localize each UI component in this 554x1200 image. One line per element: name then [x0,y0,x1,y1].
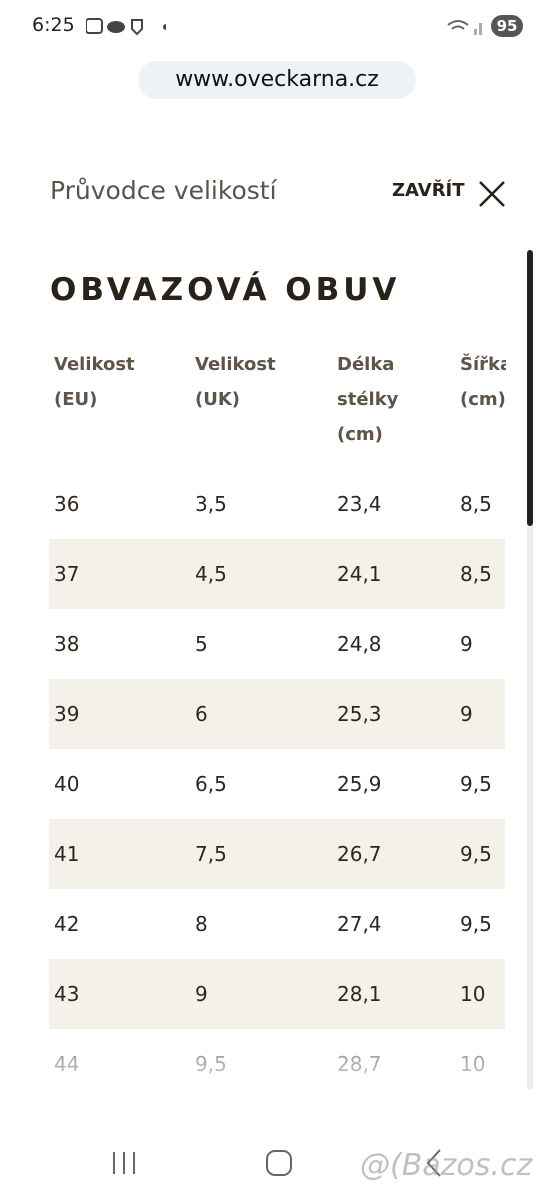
cell: 9,5 [460,772,492,796]
cell: 5 [195,632,208,656]
cell: 43 [54,982,80,1006]
cell: 27,4 [337,912,382,936]
cell: 28,1 [337,982,382,1006]
cell: 36 [54,492,80,516]
close-label[interactable]: ZAVŘÍT [392,180,465,201]
cell: 23,4 [337,492,382,516]
cell: 9 [195,982,208,1006]
modal-title: Průvodce velikostí [50,176,277,205]
cell: 25,3 [337,702,382,726]
row-stripe [49,819,505,889]
signal-icons [446,17,486,41]
section-title: OBVAZOVÁ OBUV [50,272,401,308]
cell: 25,9 [337,772,382,796]
cell: 42 [54,912,80,936]
cell: 3,5 [195,492,227,516]
watermark: @(Bazos.cz [360,1148,533,1183]
cell: 7,5 [195,842,227,866]
cell: 6 [195,702,208,726]
cell: 10 [460,982,486,1006]
nav-bar [113,1149,441,1177]
row-stripe [49,679,505,749]
cell: 8 [195,912,208,936]
watermark-text: Bazos.cz [401,1148,533,1183]
cell: 40 [54,772,80,796]
cell: 41 [54,842,80,866]
cell: 6,5 [195,772,227,796]
column-header: Délka stélky (cm) [337,354,399,445]
close-icon[interactable] [478,180,506,208]
column-header: Velikost (EU) [54,354,135,410]
cell: 4,5 [195,562,227,586]
cell: 9 [460,702,473,726]
row-stripe [49,539,505,609]
cell: 37 [54,562,80,586]
fade [0,1040,520,1100]
battery: 95 [491,15,523,37]
cell: 24,1 [337,562,382,586]
cell: 9,5 [460,912,492,936]
cell: 9 [460,632,473,656]
cell: 39 [54,702,80,726]
status-icons [85,18,169,36]
cell: 8,5 [460,492,492,516]
cell: 8,5 [460,562,492,586]
scroll-track [527,250,533,1090]
url-bar[interactable]: www.oveckarna.cz [138,61,416,99]
cell: 9,5 [460,842,492,866]
status-time: 6:25 [32,14,75,36]
cell: 38 [54,632,80,656]
cell: 26,7 [337,842,382,866]
scroll-thumb[interactable] [527,250,533,526]
row-stripe [49,959,505,1029]
column-header: Šířka (cm) [460,354,506,410]
column-header: Velikost (UK) [195,354,276,410]
cell: 24,8 [337,632,382,656]
